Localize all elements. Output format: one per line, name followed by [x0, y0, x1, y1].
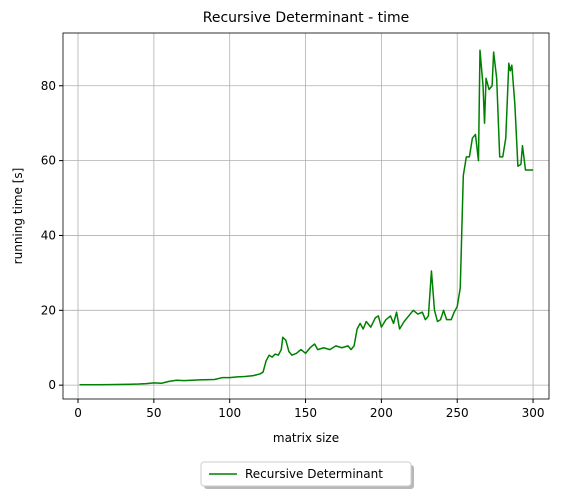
legend-box [200, 461, 412, 487]
x-tick-label: 150 [294, 406, 317, 420]
x-tick-label: 100 [218, 406, 241, 420]
y-tick-label: 40 [41, 228, 56, 242]
x-tick-label: 200 [370, 406, 393, 420]
legend: Recursive Determinant [200, 461, 414, 489]
x-tick-label: 300 [522, 406, 545, 420]
x-tick-label: 0 [74, 406, 82, 420]
x-tick-label: 50 [146, 406, 161, 420]
legend-label: Recursive Determinant [245, 467, 383, 481]
data-line [79, 49, 534, 386]
y-tick-label: 0 [48, 378, 56, 392]
axes-frame [62, 32, 550, 400]
y-tick-label: 20 [41, 303, 56, 317]
chart-title: Recursive Determinant - time [203, 10, 410, 26]
x-axis-label: matrix size [273, 431, 339, 445]
x-tick-label: 250 [446, 406, 469, 420]
y-tick-label: 60 [41, 154, 56, 168]
y-tick-label: 80 [41, 79, 56, 93]
y-axis-label: running time [s] [11, 168, 25, 265]
